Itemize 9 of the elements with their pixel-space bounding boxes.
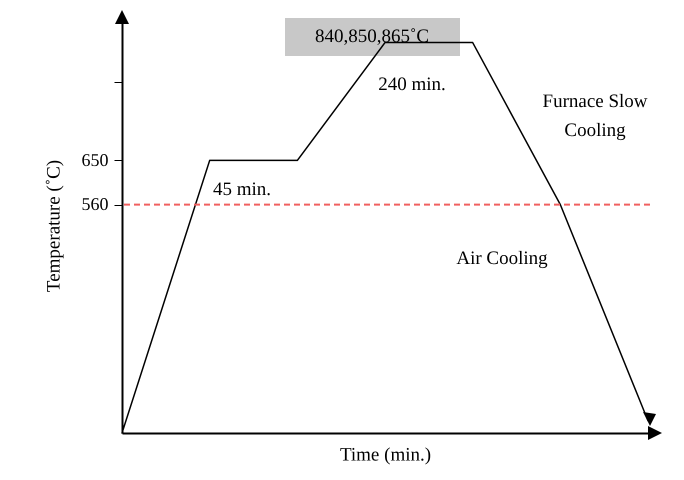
annotation: Furnace Slow Cooling	[542, 91, 648, 141]
annotation: 240 min.	[378, 74, 446, 95]
annotation: Air Cooling	[456, 248, 548, 269]
annotation: 45 min.	[212, 179, 272, 200]
y-tick-label: 560	[82, 194, 108, 214]
annotation: 840,850,865˚C	[315, 26, 429, 47]
y-axis-title: Temperature (˚C)	[44, 160, 64, 292]
y-tick-label: 650	[82, 150, 108, 170]
x-axis-title: Time (min.)	[340, 444, 432, 466]
